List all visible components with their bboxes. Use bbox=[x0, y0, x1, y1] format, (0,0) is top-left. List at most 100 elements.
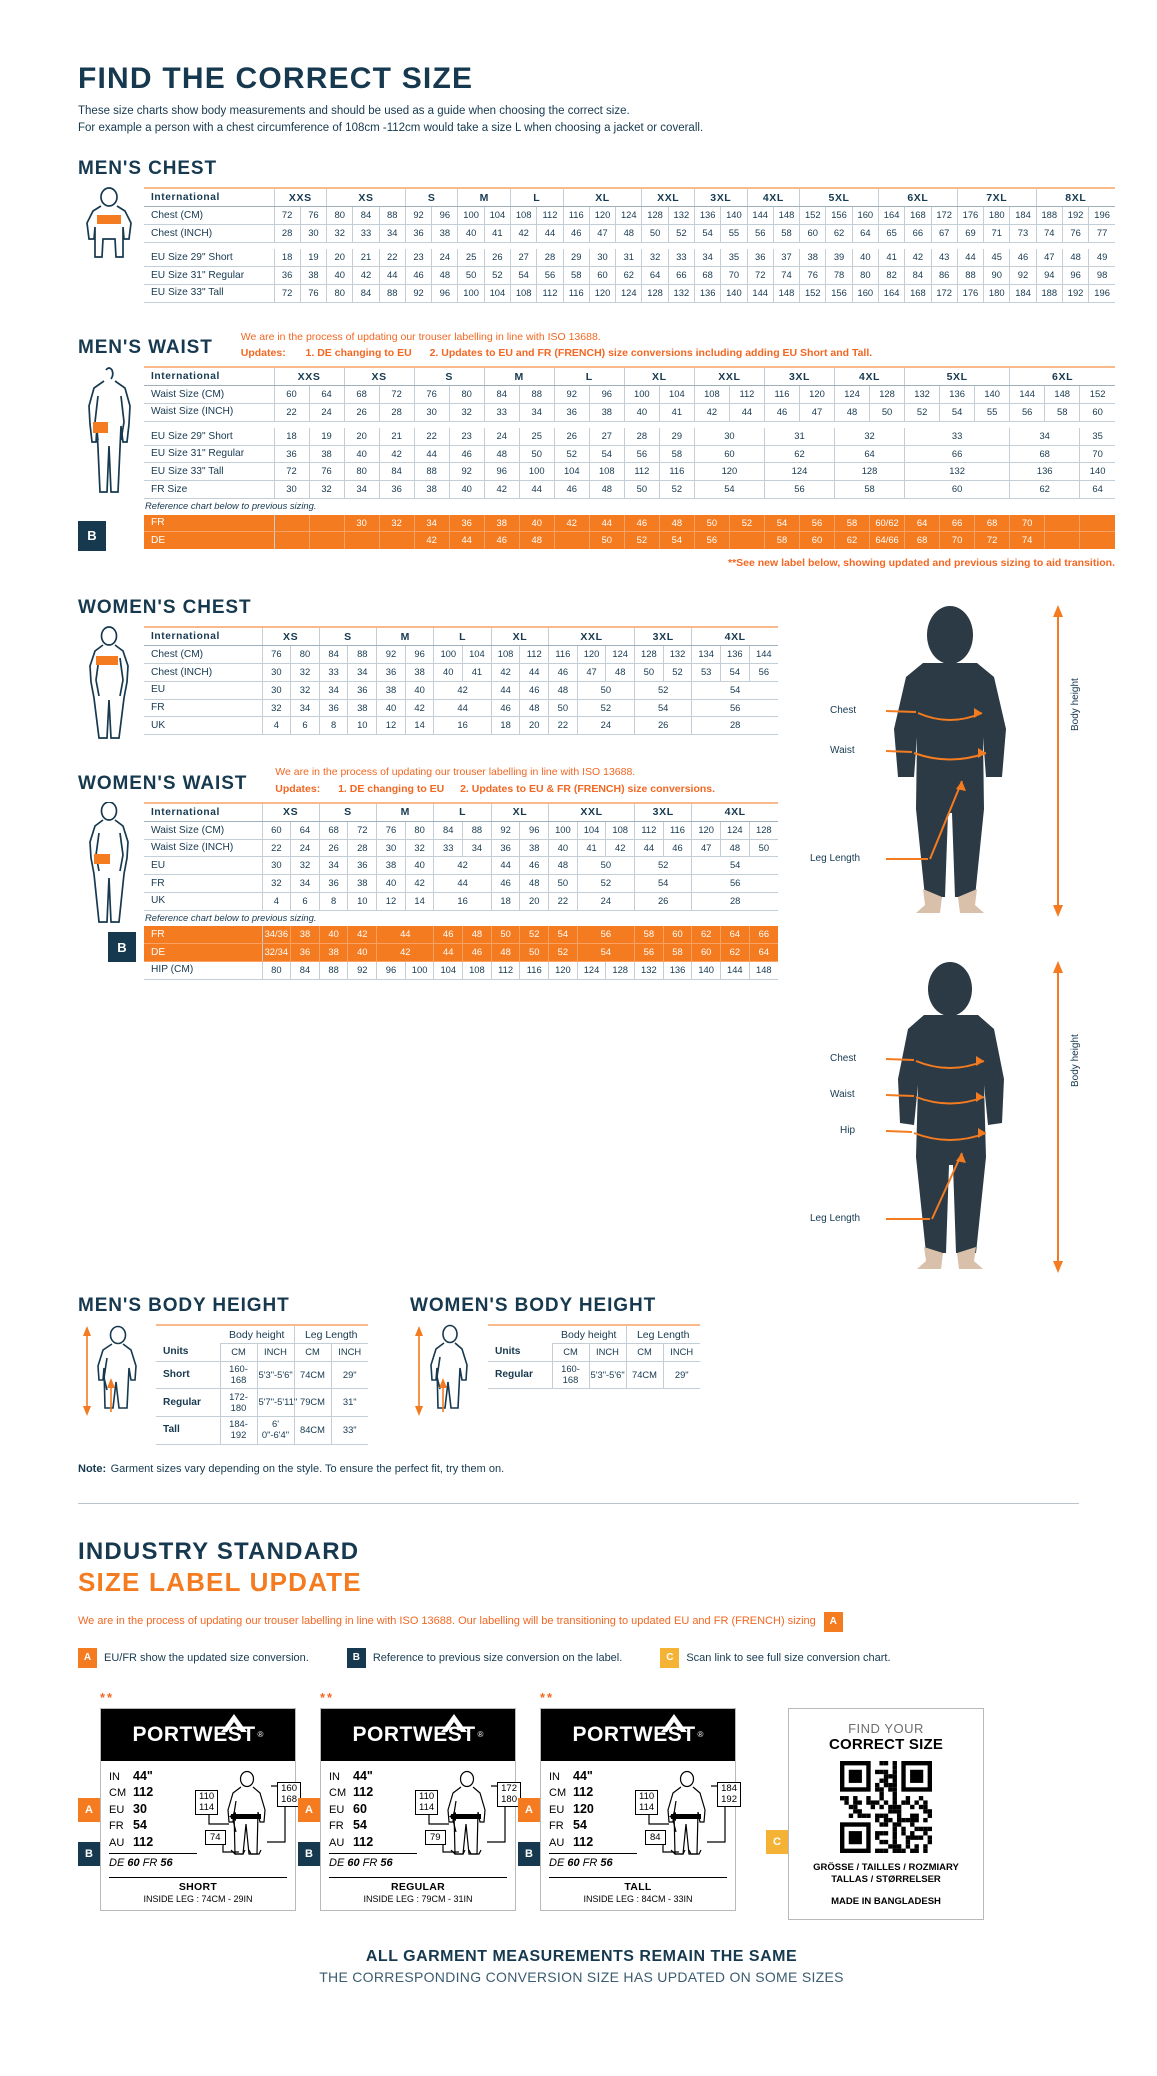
cell: 18 bbox=[274, 249, 301, 268]
cell: 33" bbox=[331, 1416, 368, 1445]
spec-key: FR bbox=[329, 1820, 344, 1833]
spec-row-au: AU 112 bbox=[549, 1834, 637, 1851]
table-header-row: Body height Leg Length bbox=[156, 1324, 368, 1345]
cell: 32 bbox=[290, 663, 320, 682]
mens-chest-title: MEN'S CHEST bbox=[78, 158, 217, 180]
badge-b: B bbox=[518, 1841, 540, 1866]
row-label: Chest (INCH) bbox=[144, 224, 275, 243]
cell: 28 bbox=[347, 839, 378, 858]
cell: 72 bbox=[274, 206, 301, 226]
registered-mark: ® bbox=[697, 1730, 704, 1740]
row-label: DE bbox=[144, 531, 275, 550]
legend-badge-a: A bbox=[78, 1647, 97, 1668]
cell: 50 bbox=[589, 531, 625, 550]
cell: 54 bbox=[510, 266, 538, 285]
cell: 62 bbox=[834, 531, 871, 550]
col-size-6xl: 6XL bbox=[878, 187, 958, 208]
cell: 112 bbox=[536, 284, 564, 303]
row-label: EU Size 29" Short bbox=[144, 249, 275, 268]
cell: 48 bbox=[484, 445, 520, 464]
cell: 144 bbox=[747, 206, 774, 226]
cell: 46 bbox=[548, 663, 578, 682]
cell: 72 bbox=[274, 462, 310, 482]
cell: 27 bbox=[510, 249, 538, 268]
row-label: EU Size 33" Tall bbox=[144, 462, 275, 482]
cell: 64 bbox=[641, 266, 669, 285]
cell: 32 bbox=[449, 403, 485, 422]
brand-bar: PORTWEST ® bbox=[101, 1708, 295, 1761]
mens-chest-table: International XXS XS S M L XL XXL 3XL 4XL 5XL 6XL 7… bbox=[144, 187, 1115, 303]
cell: 48 bbox=[491, 943, 521, 962]
cell: 6 bbox=[290, 892, 320, 911]
cell: 4 bbox=[262, 716, 292, 736]
table-row: FR Size 30 32 34 36 38 40 42 44 46 48 50 52 54 56 58 60 6… bbox=[144, 480, 1115, 499]
table-row: FR 32 34 36 38 40 42 44 46 48 50 52 54 56 bbox=[144, 699, 778, 718]
col-international: International bbox=[144, 626, 263, 647]
cell bbox=[309, 531, 345, 550]
cell: 116 bbox=[563, 206, 590, 226]
cell: 36 bbox=[554, 403, 590, 422]
cell: 104 bbox=[433, 961, 464, 980]
section-mens-waist: MEN'S WAIST We are in the process of upd… bbox=[0, 303, 1157, 572]
cell: 96 bbox=[431, 206, 459, 226]
cell: 52 bbox=[519, 926, 550, 945]
section-womens-waist: WOMEN'S WAIST We are in the process of u… bbox=[78, 764, 778, 980]
cell: 33 bbox=[904, 428, 1011, 446]
cell: 44 bbox=[589, 514, 625, 533]
cell: 38 bbox=[376, 856, 406, 876]
row-label: Regular bbox=[488, 1361, 553, 1390]
cell: 84 bbox=[904, 266, 932, 285]
table-row: Regular 160-168 5'3"-5'6" 74CM 29" bbox=[488, 1361, 700, 1390]
garment-label: PORTWEST ® IN 44" CM 112 EU 120 FR 54 AU 112 DE 60 F… bbox=[540, 1707, 741, 1911]
cell: 112 bbox=[624, 462, 660, 482]
cell: 46 bbox=[519, 681, 550, 700]
cell: 124 bbox=[605, 645, 636, 665]
label-card-regular: ** PORTWEST ® IN 44" CM 112 EU 60 FR 54 AU 112 DE 60 … bbox=[298, 1690, 521, 1911]
cell: 29 bbox=[563, 249, 590, 268]
cell: 108 bbox=[510, 284, 538, 303]
qr-code[interactable] bbox=[840, 1760, 932, 1853]
badge-a: A bbox=[518, 1797, 540, 1822]
previous-size-conversion: DE 60 FR 56 bbox=[109, 1853, 197, 1871]
fr-value: 56 bbox=[160, 1857, 173, 1870]
cell: 184 bbox=[1009, 206, 1037, 226]
label-body: IN 44" CM 112 EU 60 FR 54 AU 112 DE 60 FR 56 110 114… bbox=[321, 1761, 521, 1874]
cell: 60 bbox=[274, 385, 310, 404]
cell bbox=[1079, 531, 1115, 550]
cell: 32/34 bbox=[262, 943, 292, 962]
cell: 42 bbox=[405, 874, 435, 893]
cell: 33 bbox=[668, 249, 696, 268]
cell: 124 bbox=[720, 821, 750, 840]
cell: 36 bbox=[290, 943, 320, 962]
size-spec-list: IN 44" CM 112 EU 120 FR 54 AU 112 DE 60 FR 56 bbox=[549, 1768, 637, 1871]
cell: 156 bbox=[825, 206, 853, 226]
spec-value: 60 bbox=[353, 1801, 367, 1816]
cell: 144 bbox=[720, 961, 750, 980]
cell: 104 bbox=[462, 645, 492, 665]
group-header: Leg Length bbox=[626, 1324, 700, 1345]
cell: 8 bbox=[319, 892, 349, 911]
cell: 48 bbox=[1062, 249, 1090, 268]
cell: 132 bbox=[904, 385, 941, 404]
unit-header: INCH bbox=[663, 1343, 700, 1362]
row-label: Waist Size (CM) bbox=[144, 385, 275, 404]
cell: 44 bbox=[449, 531, 485, 550]
iso-note: We are in the process of updating our tr… bbox=[240, 330, 601, 343]
row-label: UK bbox=[144, 716, 263, 736]
cell: 50 bbox=[457, 266, 485, 285]
cell: 50 bbox=[641, 224, 669, 243]
cell: 26 bbox=[554, 428, 590, 446]
legend-text-b: Reference to previous size conversion on… bbox=[372, 1651, 623, 1664]
col-size-l: L bbox=[554, 366, 625, 387]
cell: 74CM bbox=[294, 1361, 332, 1390]
cell: 70 bbox=[1079, 445, 1115, 464]
table-header-row: Body height Leg Length bbox=[488, 1324, 700, 1345]
row-label: HIP (CM) bbox=[144, 961, 263, 980]
waist-value-1: 110 bbox=[639, 1790, 655, 1802]
cell: 28 bbox=[624, 428, 660, 446]
update-1: 1. DE changing to EU bbox=[305, 346, 412, 359]
col-size-4xl: 4XL bbox=[691, 801, 778, 823]
cell: 148 bbox=[773, 284, 801, 303]
cell: 52 bbox=[659, 480, 695, 499]
waist-value-2: 114 bbox=[199, 1801, 215, 1813]
